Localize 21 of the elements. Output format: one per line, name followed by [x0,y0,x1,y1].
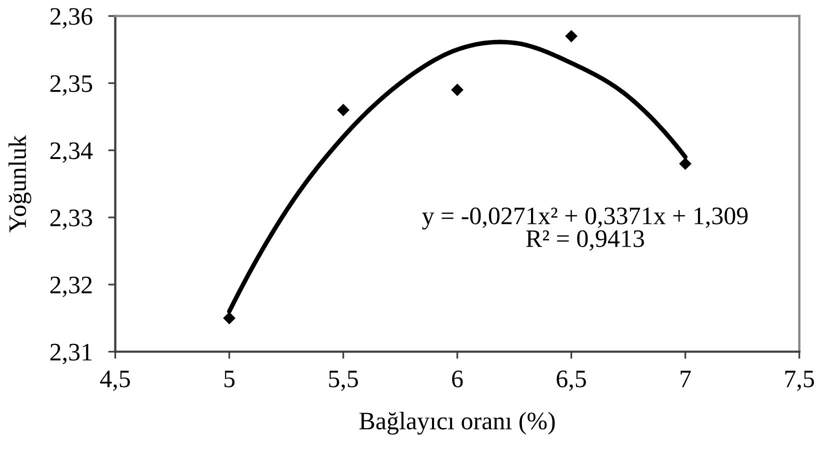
y-tick-label: 2,32 [50,276,92,298]
point [223,312,236,324]
x-tick-label: 6,5 [556,370,586,391]
x-tick-label: 5,5 [329,370,358,391]
x-tick-label: 5 [224,370,235,388]
x-tick-label: 6 [452,370,463,388]
point [451,84,464,96]
x-tick-label: 7 [680,370,691,388]
x-axis-title: Bağlayıcı oranı (%) [359,412,555,435]
point [679,158,692,170]
point [337,104,350,116]
y-tick-label: 2,36 [50,8,92,29]
y-tick-label: 2,31 [50,344,92,364]
y-axis-title: Yoğunluk [8,135,32,232]
y-tick-label: 2,33 [50,210,92,230]
x-tick-label: 4,5 [100,370,130,391]
x-tick-label: 7,5 [785,370,814,391]
point [565,30,578,42]
y-tick-label: 2,35 [50,75,92,96]
annotation: y = -0,0271x² + 0,3371x + 1,309 R² = 0,9413 [422,207,748,251]
y-tick-label: 2,34 [50,142,93,163]
